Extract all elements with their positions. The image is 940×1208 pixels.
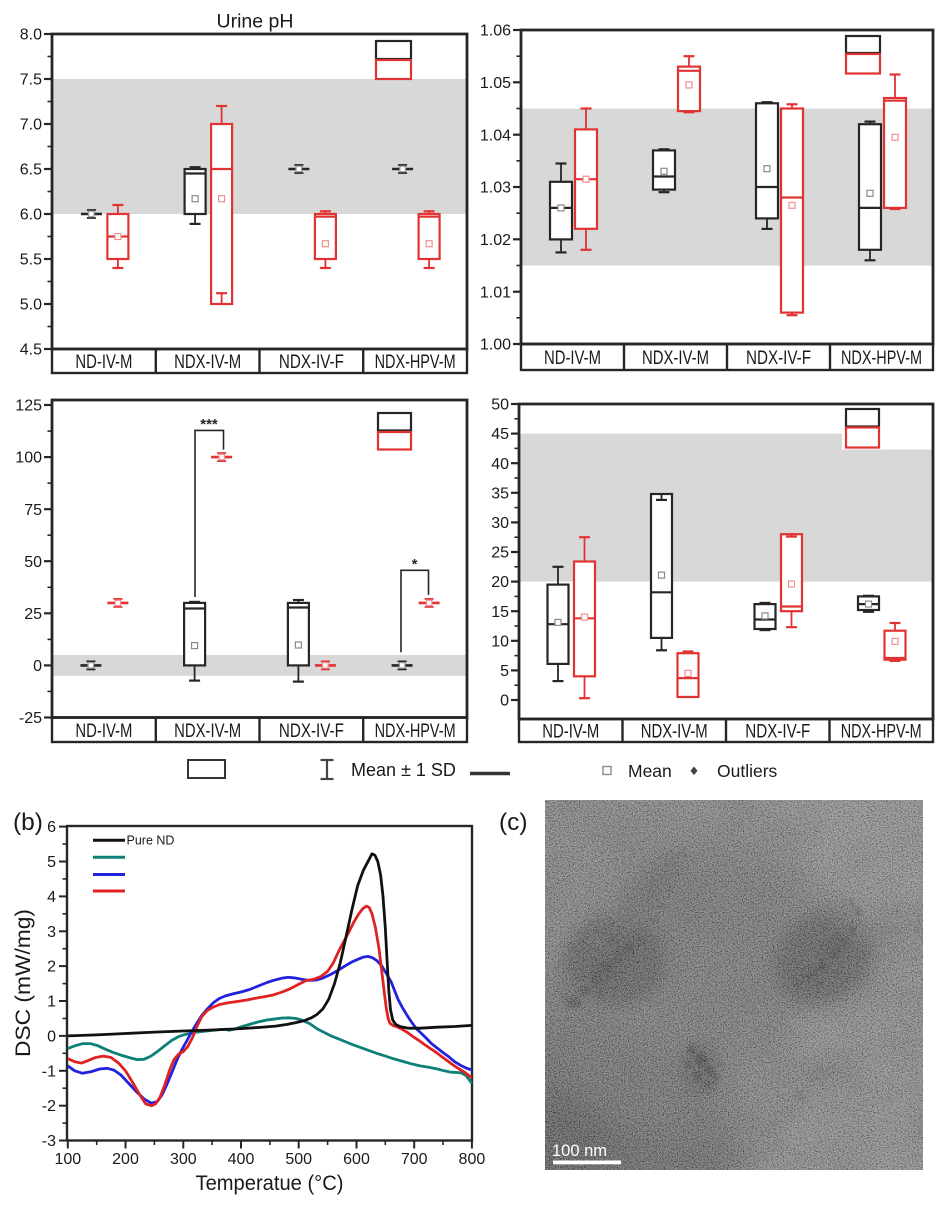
svg-text:3: 3 xyxy=(47,924,56,941)
svg-text:0: 0 xyxy=(33,658,42,675)
svg-text:4: 4 xyxy=(47,889,56,906)
svg-text:NDX-IV-M: NDX-IV-M xyxy=(174,352,241,373)
svg-text:100: 100 xyxy=(54,1151,81,1168)
svg-text:5: 5 xyxy=(500,663,509,680)
svg-text:NDX-IV-F: NDX-IV-F xyxy=(745,722,810,743)
svg-text:45: 45 xyxy=(491,426,509,443)
svg-text:ND-IV-M: ND-IV-M xyxy=(544,348,601,369)
svg-text:-2: -2 xyxy=(42,1098,56,1115)
svg-text:5.5: 5.5 xyxy=(20,252,42,269)
svg-text:50: 50 xyxy=(24,554,42,571)
svg-text:1.02: 1.02 xyxy=(480,232,511,249)
svg-text:30: 30 xyxy=(491,515,509,532)
svg-text:400: 400 xyxy=(228,1151,255,1168)
svg-text:NDX-IV-F: NDX-IV-F xyxy=(279,352,344,373)
svg-text:Urine pH: Urine pH xyxy=(217,11,294,33)
svg-text:1.01: 1.01 xyxy=(480,284,511,301)
svg-text:1.00: 1.00 xyxy=(480,337,511,354)
svg-text:1: 1 xyxy=(47,994,56,1011)
svg-text:600: 600 xyxy=(343,1151,370,1168)
svg-text:1.03: 1.03 xyxy=(480,180,511,197)
svg-text:8.0: 8.0 xyxy=(20,27,42,44)
svg-text:DSC (mW/mg): DSC (mW/mg) xyxy=(12,909,35,1057)
svg-text:6.0: 6.0 xyxy=(20,207,42,224)
svg-text:0: 0 xyxy=(500,693,509,710)
svg-text:25: 25 xyxy=(491,545,509,562)
svg-text:Temperatue (°C): Temperatue (°C) xyxy=(196,1172,344,1195)
svg-text:5: 5 xyxy=(47,854,56,871)
svg-text:NDX-IV-M: NDX-IV-M xyxy=(174,721,241,742)
svg-text:*: * xyxy=(412,556,418,573)
svg-text:1.04: 1.04 xyxy=(480,127,511,144)
svg-text:(c): (c) xyxy=(499,809,528,836)
svg-text:40: 40 xyxy=(491,456,509,473)
svg-text:Pure ND: Pure ND xyxy=(127,834,175,848)
svg-text:ND-IV-M: ND-IV-M xyxy=(75,721,132,742)
svg-text:700: 700 xyxy=(401,1151,428,1168)
svg-text:500: 500 xyxy=(285,1151,312,1168)
svg-text:2: 2 xyxy=(47,959,56,976)
svg-text:Outliers: Outliers xyxy=(717,761,778,781)
svg-text:6: 6 xyxy=(47,819,56,836)
svg-text:-1: -1 xyxy=(42,1063,56,1080)
svg-text:NDX-IV-F: NDX-IV-F xyxy=(746,348,811,369)
svg-text:10: 10 xyxy=(491,633,509,650)
svg-text:NDX-IV-M: NDX-IV-M xyxy=(642,348,709,369)
svg-text:125: 125 xyxy=(15,398,42,415)
svg-text:300: 300 xyxy=(170,1151,197,1168)
svg-text:5.0: 5.0 xyxy=(20,297,42,314)
svg-text:-25: -25 xyxy=(19,710,42,727)
svg-text:4.5: 4.5 xyxy=(20,342,42,359)
svg-text:800: 800 xyxy=(459,1151,486,1168)
svg-text:NDX-HPV-M: NDX-HPV-M xyxy=(375,352,456,373)
svg-text:NDX-IV-F: NDX-IV-F xyxy=(279,721,344,742)
svg-text:ND-IV-M: ND-IV-M xyxy=(75,352,132,373)
svg-text:15: 15 xyxy=(491,604,509,621)
svg-text:20: 20 xyxy=(491,574,509,591)
svg-text:-3: -3 xyxy=(42,1133,56,1150)
svg-text:1.06: 1.06 xyxy=(480,23,511,40)
svg-text:NDX-HPV-M: NDX-HPV-M xyxy=(841,722,922,743)
svg-text:NDX-HPV-M: NDX-HPV-M xyxy=(841,348,922,369)
svg-text:7.5: 7.5 xyxy=(20,72,42,89)
svg-text:6.5: 6.5 xyxy=(20,162,42,179)
svg-text:25: 25 xyxy=(24,606,42,623)
svg-text:1.05: 1.05 xyxy=(480,75,511,92)
svg-text:100 nm: 100 nm xyxy=(552,1142,607,1160)
svg-text:Mean: Mean xyxy=(628,761,672,781)
svg-text:NDX-IV-M: NDX-IV-M xyxy=(641,722,708,743)
svg-text:7.0: 7.0 xyxy=(20,117,42,134)
svg-text:ND-IV-M: ND-IV-M xyxy=(542,722,599,743)
svg-text:***: *** xyxy=(200,416,218,433)
svg-text:Mean ± 1 SD: Mean ± 1 SD xyxy=(351,760,456,780)
svg-text:NDX-HPV-M: NDX-HPV-M xyxy=(375,721,456,742)
svg-text:0: 0 xyxy=(47,1028,56,1045)
svg-text:(b): (b) xyxy=(13,809,43,836)
svg-text:35: 35 xyxy=(491,485,509,502)
svg-text:100: 100 xyxy=(15,450,42,467)
svg-text:50: 50 xyxy=(491,397,509,414)
svg-text:75: 75 xyxy=(24,502,42,519)
svg-text:200: 200 xyxy=(112,1151,139,1168)
